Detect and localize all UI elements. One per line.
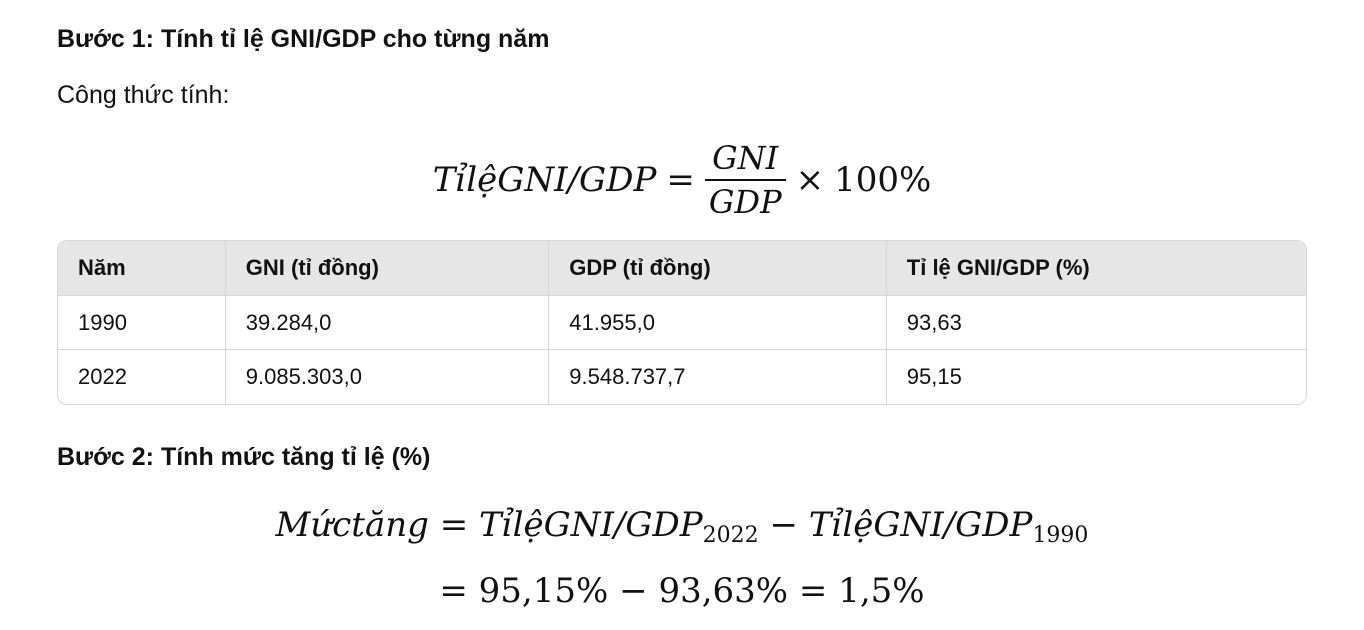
increase-formula-term1: TỉlệGNI/GDP — [479, 505, 703, 545]
increase-formula-minus: − — [769, 505, 798, 545]
increase-formula-term2: TỉlệGNI/GDP — [808, 505, 1033, 545]
increase-formula-equals: = — [439, 505, 469, 545]
result-increase: 1,5% — [838, 571, 925, 611]
cell-gni: 9.085.303,0 — [226, 350, 550, 404]
table-header-row: Năm GNI (tỉ đồng) GDP (tỉ đồng) Tỉ lệ GN… — [58, 241, 1306, 296]
result-equals2: = — [798, 571, 828, 611]
cell-gdp: 9.548.737,7 — [549, 350, 887, 404]
header-ratio: Tỉ lệ GNI/GDP (%) — [886, 241, 1306, 296]
table-row: 2022 9.085.303,0 9.548.737,7 95,15 — [58, 350, 1306, 404]
result-value-1990: 93,63% — [658, 571, 789, 611]
ratio-formula-factor: 100% — [834, 160, 932, 200]
header-gni: GNI (tỉ đồng) — [225, 241, 550, 296]
cell-gdp: 41.955,0 — [549, 296, 887, 350]
header-year: Năm — [58, 241, 226, 296]
result-minus: − — [619, 571, 648, 611]
fraction-numerator: GNI — [712, 139, 779, 177]
step1-heading: Bước 1: Tính tỉ lệ GNI/GDP cho từng năm — [57, 25, 550, 53]
formula-intro-text: Công thức tính: — [57, 81, 230, 109]
gni-gdp-table: Năm GNI (tỉ đồng) GDP (tỉ đồng) Tỉ lệ GN… — [57, 240, 1307, 405]
cell-ratio: 93,63 — [886, 296, 1306, 350]
header-gdp: GDP (tỉ đồng) — [549, 241, 887, 296]
table-row: 1990 39.284,0 41.955,0 93,63 — [58, 296, 1306, 350]
increase-formula-sub1: 2022 — [702, 523, 759, 548]
increase-formula: Mứctăng = TỉlệGNI/GDP2022 − TỉlệGNI/GDP1… — [0, 500, 1364, 550]
increase-result: = 95,15% − 93,63% = 1,5% — [0, 566, 1364, 616]
ratio-formula-equals: = — [666, 160, 695, 200]
cell-year: 2022 — [58, 350, 226, 404]
ratio-formula: TỉlệGNI/GDP = GNI GDP × 100% — [0, 138, 1364, 222]
increase-formula-sub2: 1990 — [1032, 523, 1089, 548]
fraction-denominator: GDP — [704, 179, 786, 221]
cell-year: 1990 — [58, 296, 226, 350]
result-equals1: = — [439, 571, 468, 611]
ratio-formula-lhs: TỉlệGNI/GDP — [432, 160, 657, 200]
result-value-2022: 95,15% — [478, 571, 609, 611]
ratio-fraction: GNI GDP — [704, 139, 786, 221]
step2-heading: Bước 2: Tính mức tăng tỉ lệ (%) — [57, 443, 431, 471]
ratio-formula-times: × — [795, 160, 825, 200]
increase-formula-lhs: Mứctăng — [275, 505, 429, 545]
cell-ratio: 95,15 — [906, 364, 962, 389]
cell-gni: 39.284,0 — [225, 296, 550, 350]
